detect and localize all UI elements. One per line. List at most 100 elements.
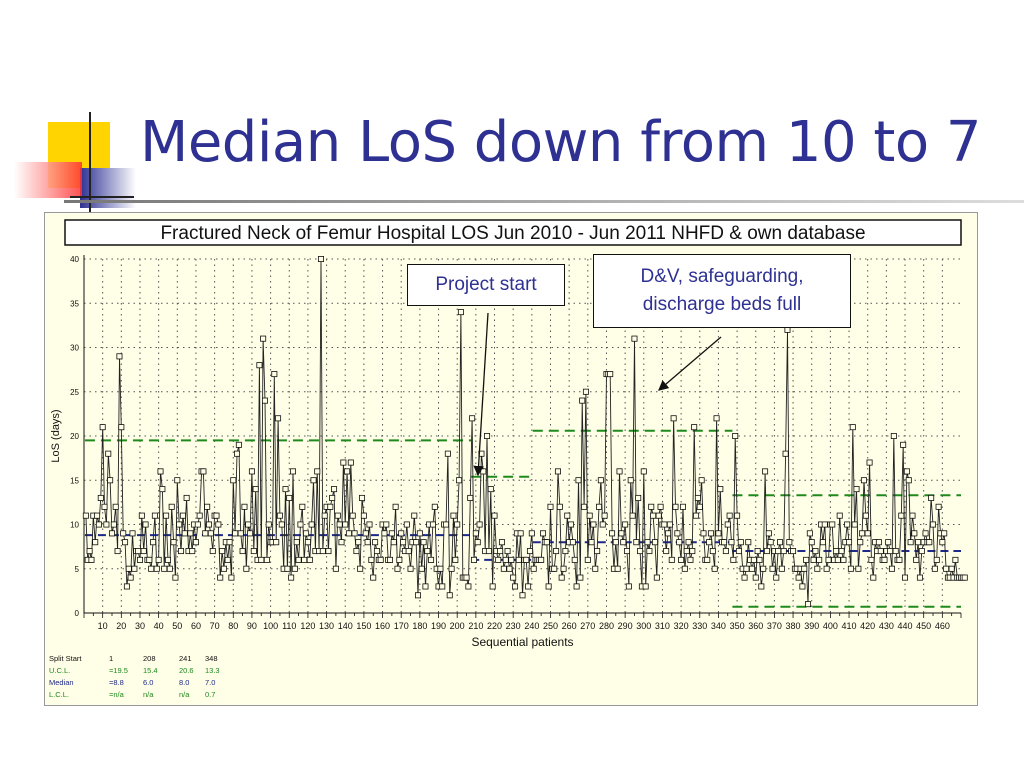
x-tick-label: 10 xyxy=(98,621,108,631)
data-point xyxy=(694,494,701,501)
data-point xyxy=(303,530,310,537)
data-point xyxy=(614,565,621,572)
data-point xyxy=(808,539,815,546)
data-point xyxy=(538,556,545,563)
x-tick-label: 80 xyxy=(228,621,238,631)
data-point xyxy=(735,548,742,555)
data-point xyxy=(640,468,647,475)
project-start-callout: Project start xyxy=(407,264,565,306)
data-point xyxy=(786,539,793,546)
data-point xyxy=(558,574,565,581)
data-point xyxy=(122,539,129,546)
data-point xyxy=(92,539,99,546)
data-point xyxy=(114,548,121,555)
data-point xyxy=(721,539,728,546)
data-point xyxy=(248,468,255,475)
data-point xyxy=(450,512,457,519)
data-point xyxy=(373,548,380,555)
stats-cell: 8.0 xyxy=(179,678,189,687)
x-tick-label: 210 xyxy=(468,621,483,631)
data-point xyxy=(616,468,623,475)
data-point xyxy=(670,415,677,422)
data-point xyxy=(321,512,328,519)
data-point xyxy=(200,468,207,475)
data-point xyxy=(217,574,224,581)
data-point xyxy=(504,548,511,555)
data-point xyxy=(131,565,138,572)
data-point xyxy=(498,539,505,546)
data-point xyxy=(782,450,789,457)
data-point xyxy=(803,556,810,563)
data-point xyxy=(319,548,326,555)
x-tick-label: 310 xyxy=(655,621,670,631)
data-point xyxy=(377,556,384,563)
data-point xyxy=(790,548,797,555)
data-point xyxy=(523,556,530,563)
stats-cell: n/a xyxy=(179,690,190,699)
stats-cell: 0.7 xyxy=(205,690,215,699)
data-point xyxy=(431,503,438,510)
data-point xyxy=(491,512,498,519)
data-point xyxy=(275,415,282,422)
data-point xyxy=(599,521,606,528)
deco-vertical-line xyxy=(89,112,91,214)
data-point xyxy=(627,477,634,484)
data-point xyxy=(859,530,866,537)
data-point xyxy=(728,539,735,546)
data-point xyxy=(816,556,823,563)
data-point xyxy=(560,565,567,572)
data-point xyxy=(250,548,257,555)
data-point xyxy=(622,521,629,528)
data-point xyxy=(196,512,203,519)
x-tick-label: 270 xyxy=(580,621,595,631)
data-point xyxy=(234,450,241,457)
data-point xyxy=(571,556,578,563)
data-point xyxy=(961,574,968,581)
data-point xyxy=(310,477,317,484)
data-point xyxy=(564,512,571,519)
data-point xyxy=(875,539,882,546)
data-point xyxy=(388,530,395,537)
data-point xyxy=(799,583,806,590)
data-point xyxy=(284,565,291,572)
x-tick-label: 390 xyxy=(804,621,819,631)
data-point xyxy=(349,512,356,519)
data-point xyxy=(840,556,847,563)
x-tick-label: 340 xyxy=(711,621,726,631)
data-point xyxy=(454,521,461,528)
data-point xyxy=(331,486,338,493)
data-point xyxy=(237,530,244,537)
data-point xyxy=(265,521,272,528)
x-tick-label: 280 xyxy=(599,621,614,631)
data-point xyxy=(545,583,552,590)
data-point xyxy=(700,530,707,537)
data-point xyxy=(232,530,239,537)
data-point xyxy=(689,548,696,555)
data-point xyxy=(444,450,451,457)
data-point xyxy=(941,530,948,537)
data-point xyxy=(825,556,832,563)
data-point xyxy=(129,530,136,537)
data-point xyxy=(489,583,496,590)
data-point xyxy=(855,565,862,572)
data-point xyxy=(170,539,177,546)
x-tick-label: 240 xyxy=(524,621,539,631)
stats-cell: 348 xyxy=(205,654,218,663)
data-point xyxy=(260,335,267,342)
data-point xyxy=(834,556,841,563)
data-point xyxy=(463,574,470,581)
data-point xyxy=(219,548,226,555)
data-point xyxy=(390,539,397,546)
stats-cell: 6.0 xyxy=(143,678,153,687)
data-point xyxy=(579,397,586,404)
data-point xyxy=(709,548,716,555)
data-point xyxy=(372,539,379,546)
data-point xyxy=(163,512,170,519)
data-point xyxy=(568,521,575,528)
data-point xyxy=(749,565,756,572)
stats-cell: 15.4 xyxy=(143,666,158,675)
data-point xyxy=(123,583,130,590)
data-point xyxy=(138,512,145,519)
data-point xyxy=(775,548,782,555)
data-point xyxy=(500,565,507,572)
